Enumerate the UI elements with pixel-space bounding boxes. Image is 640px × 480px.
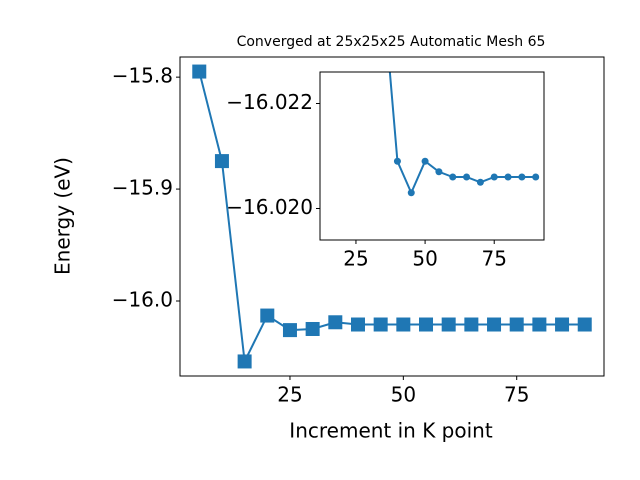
marker xyxy=(421,157,429,165)
marker xyxy=(490,173,498,181)
x-tick-label: 75 xyxy=(481,247,506,271)
marker xyxy=(464,317,479,332)
marker xyxy=(396,317,411,332)
marker xyxy=(192,64,207,79)
x-tick-label: 50 xyxy=(412,247,437,271)
marker xyxy=(463,173,471,181)
marker xyxy=(577,317,592,332)
marker xyxy=(214,154,229,169)
plot xyxy=(380,0,540,197)
y-tick-label: −16.0 xyxy=(112,288,173,312)
marker xyxy=(449,173,457,181)
marker xyxy=(350,317,365,332)
marker xyxy=(328,315,343,330)
x-tick-label: 25 xyxy=(343,247,368,271)
y-tick-label: −16.022 xyxy=(226,90,313,114)
marker xyxy=(504,173,512,181)
marker xyxy=(282,323,297,338)
marker xyxy=(555,317,570,332)
chart-title: Converged at 25x25x25 Automatic Mesh 65 xyxy=(237,34,546,50)
y-tick-label: −15.9 xyxy=(112,176,173,200)
marker xyxy=(260,308,275,323)
y-tick-label: −16.020 xyxy=(226,195,313,219)
marker xyxy=(237,354,252,369)
axes: 25 50 75 −16.022 −16.020 xyxy=(226,0,545,271)
x-tick-label: 25 xyxy=(277,383,302,407)
y-axis-label: Energy (eV) xyxy=(51,157,75,275)
x-tick-label: 50 xyxy=(391,383,416,407)
axes-frame xyxy=(179,56,605,377)
marker xyxy=(509,317,524,332)
marker xyxy=(393,157,401,165)
y-tick-label: −15.8 xyxy=(112,64,173,88)
marker xyxy=(532,173,540,181)
marker xyxy=(441,317,456,332)
x-axis-label: Increment in K point xyxy=(289,419,493,443)
marker xyxy=(435,168,443,176)
plot xyxy=(192,64,592,369)
marker xyxy=(532,317,547,332)
marker xyxy=(305,321,320,336)
marker xyxy=(373,317,388,332)
marker xyxy=(380,0,387,2)
marker xyxy=(487,317,502,332)
marker xyxy=(419,317,434,332)
marker xyxy=(476,178,484,186)
axes-frame xyxy=(319,71,545,241)
plot-area xyxy=(320,72,544,240)
marker xyxy=(518,173,526,181)
x-tick-label: 75 xyxy=(504,383,529,407)
marker xyxy=(407,189,415,197)
